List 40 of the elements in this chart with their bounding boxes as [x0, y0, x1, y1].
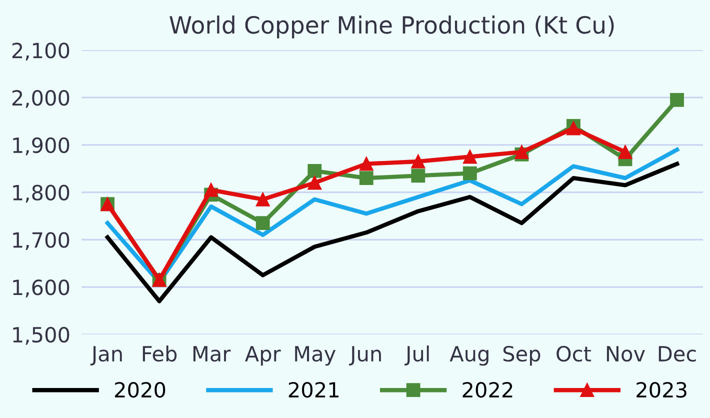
- point: [256, 216, 270, 230]
- point: [566, 121, 580, 136]
- point: [256, 192, 270, 206]
- y-tick-label: 1,600: [13, 279, 70, 298]
- y-tick-label: 1,700: [13, 232, 70, 250]
- point: [618, 145, 632, 159]
- y-tick-label: 2,100: [12, 42, 70, 60]
- x-tick-label: May: [295, 346, 336, 366]
- legend-label: 2021: [288, 382, 338, 398]
- point: [308, 164, 322, 178]
- x-tick-label: Jun: [349, 346, 381, 366]
- chart-title: World Copper Mine Production (Kt Cu): [170, 16, 614, 38]
- point: [514, 145, 529, 159]
- point: [670, 92, 684, 107]
- x-tick-label: Oct: [556, 346, 591, 362]
- x-tick-label: Aug: [450, 346, 488, 366]
- y-tick-label: 1,500: [13, 326, 70, 345]
- x-tick-label: Mar: [193, 346, 231, 362]
- point: [359, 156, 374, 171]
- point: [411, 154, 426, 168]
- y-tick-label: 2,000: [12, 90, 70, 108]
- x-tick-label: Dec: [658, 346, 696, 362]
- x-tick-label: Sep: [503, 346, 540, 366]
- x-tick-label: Nov: [606, 346, 645, 362]
- x-tick-label: Jan: [90, 346, 122, 366]
- point: [411, 168, 426, 183]
- x-tick-label: Apr: [244, 346, 281, 366]
- point: [462, 150, 477, 164]
- point: [462, 166, 477, 180]
- point: [308, 176, 322, 190]
- x-tick-label: Feb: [142, 346, 177, 362]
- legend-label: 2020: [115, 382, 166, 398]
- point: [359, 171, 374, 186]
- line-series: [105, 162, 680, 304]
- legend-label: 2023: [636, 382, 686, 398]
- y-tick-label: 1,900: [13, 137, 70, 156]
- x-tick-label: Jul: [404, 346, 429, 366]
- y-tick-label: 1,800: [13, 184, 70, 203]
- point: [204, 182, 218, 197]
- legend-label: 2022: [462, 382, 512, 398]
